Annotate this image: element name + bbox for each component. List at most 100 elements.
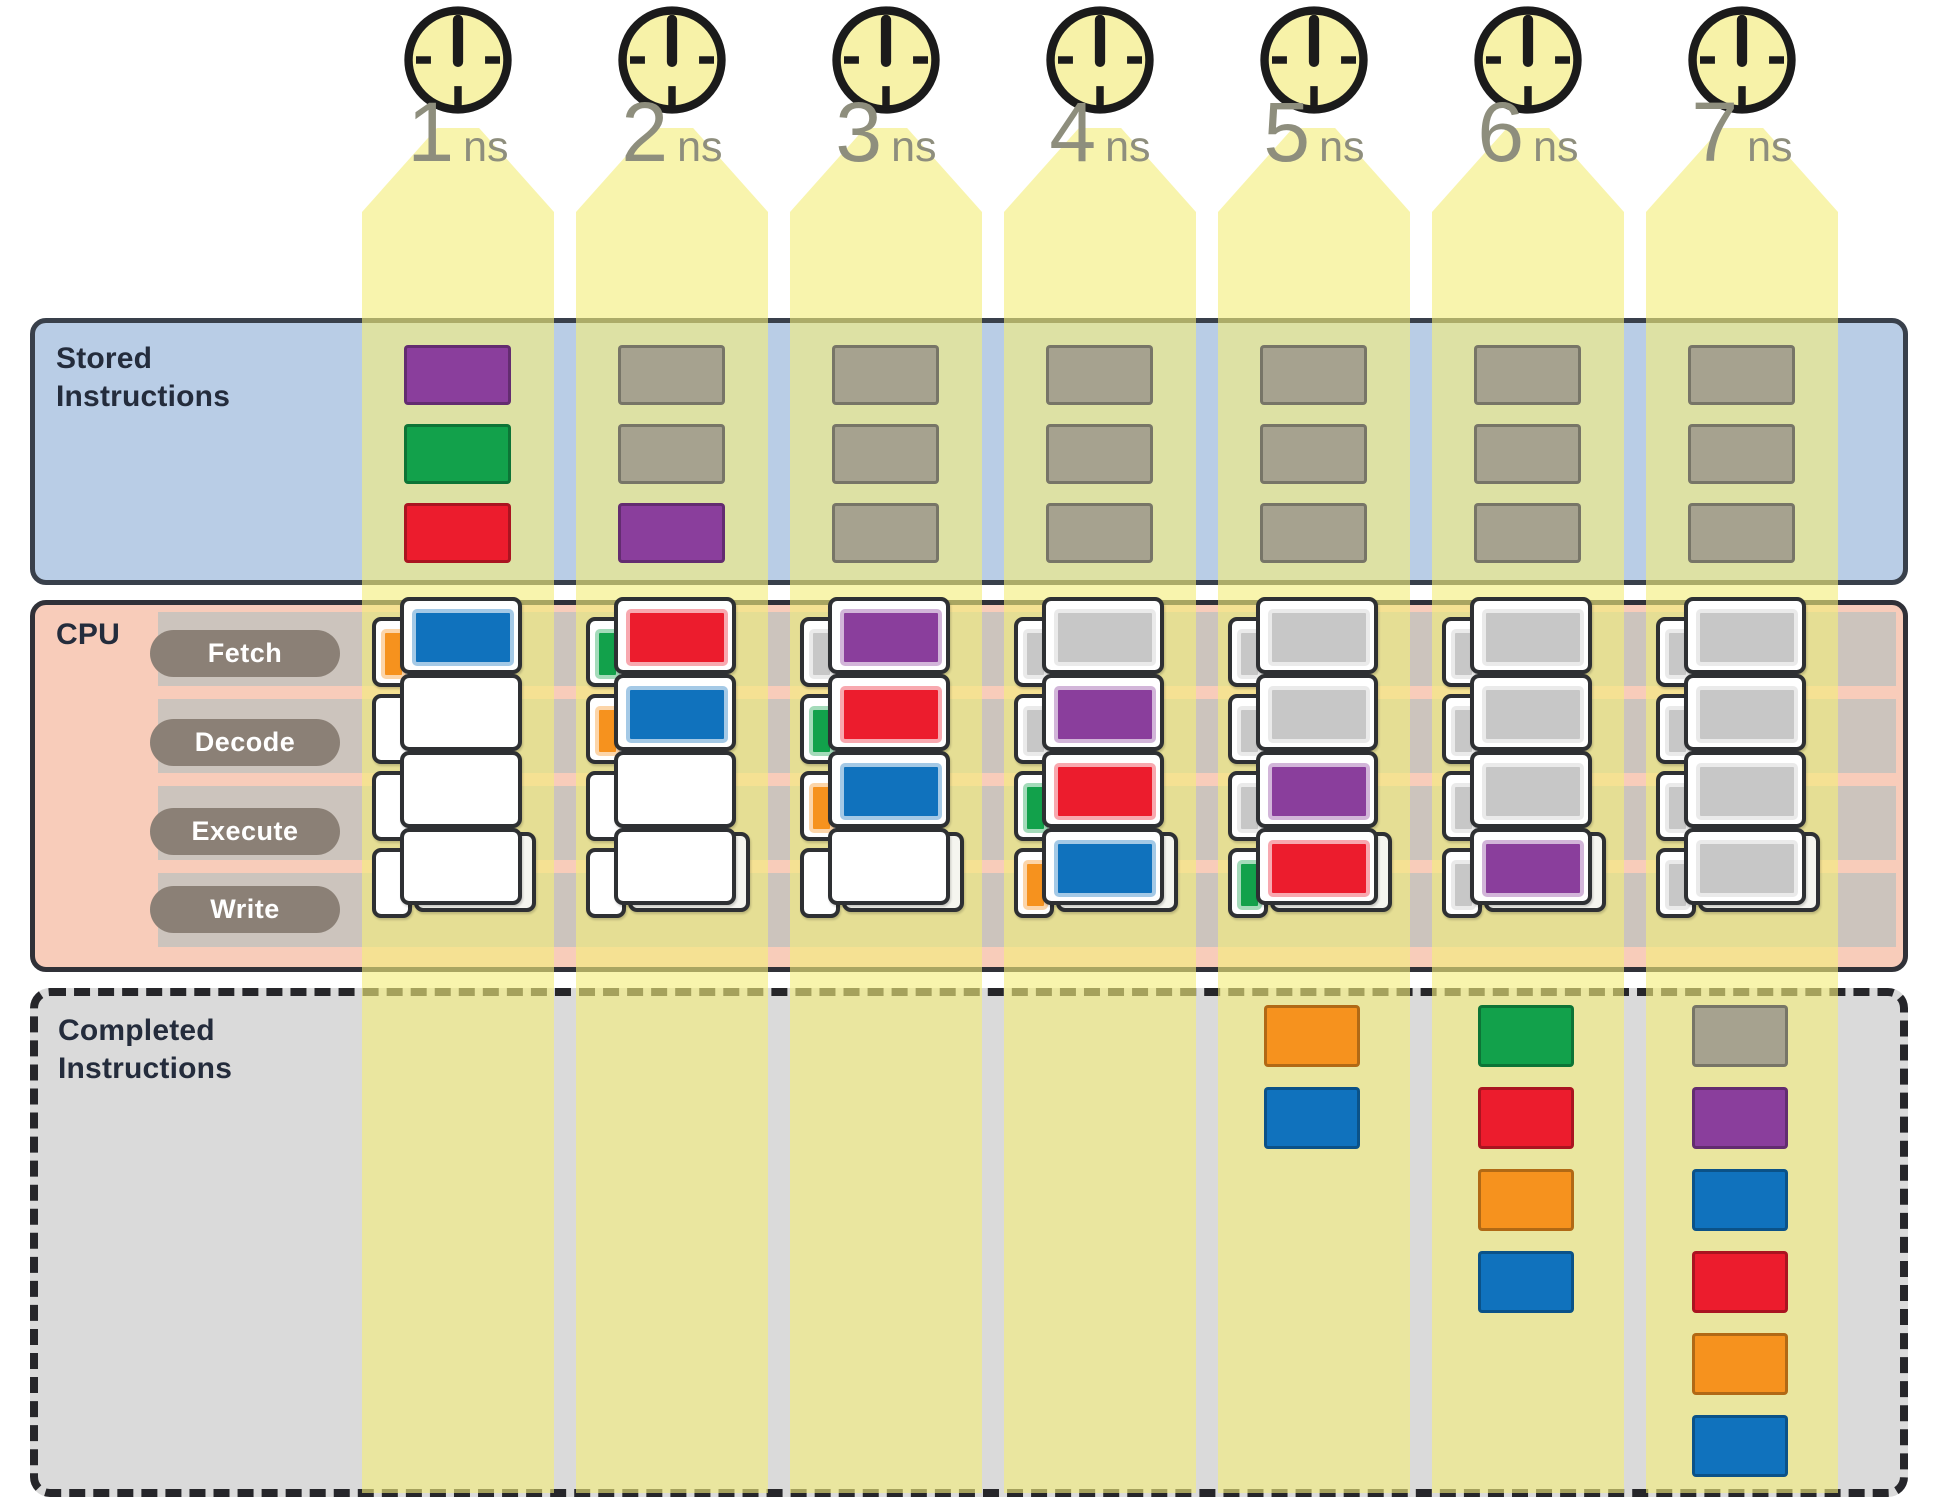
pipeline-stage-card-fetch [1042,597,1164,674]
pipeline-stage-card-decode [1470,674,1592,751]
pipeline-stage-card-fetch [1684,597,1806,674]
stage-pill-write-label: Write [210,894,280,924]
instruction-silver [1482,609,1584,666]
pipeline-stage-card-decode [1256,674,1378,751]
clock-face [618,6,726,114]
pipeline-stage-card-decode [1684,674,1806,751]
stage-pill-execute: Execute [150,808,340,855]
clock-face [404,6,512,114]
cpu-label: CPU [56,618,120,651]
pipeline-stage-card-execute [1684,751,1806,828]
stored-instruction-block-olive [1046,503,1153,563]
stored-instruction-block-olive [832,503,939,563]
stage-pill-decode: Decode [150,719,340,766]
time-unit: ns [1319,123,1365,171]
pipeline-stage-card-execute [1470,751,1592,828]
instruction-silver [1696,609,1798,666]
stored-instruction-block-olive [1046,424,1153,484]
stage-pill-write: Write [150,886,340,933]
clock-icon [1686,4,1798,121]
instruction-blue [626,686,728,743]
time-unit: ns [463,123,509,171]
instruction-silver [1696,763,1798,820]
pipeline-stage-card-fetch [1470,597,1592,674]
instruction-red [840,686,942,743]
stored-instruction-block-olive [1474,424,1581,484]
pipeline-stage-card-execute [1042,751,1164,828]
completed-instruction-block-red [1692,1251,1788,1313]
stored-instructions-label: Stored Instructions [56,340,230,415]
pipeline-stage-card-fetch [400,597,522,674]
time-label-4: 4 ns [1004,90,1196,174]
pipeline-stage-card-write [400,828,522,905]
clock-icon [830,4,942,121]
completed-instruction-block-purple [1692,1087,1788,1149]
completed-instruction-block-orange [1478,1169,1574,1231]
stored-label-line1: Stored [56,342,153,375]
clock-icon [1472,4,1584,121]
instruction-purple [1054,686,1156,743]
stage-pill-fetch: Fetch [150,630,340,677]
pipeline-stage-card-execute [614,751,736,828]
pipeline-stage-card-execute [1256,751,1378,828]
time-value: 1 [407,85,455,179]
pipeline-stage-card-write [828,828,950,905]
time-unit: ns [1533,123,1579,171]
instruction-purple [840,609,942,666]
pipeline-stage-card-decode [828,674,950,751]
time-label-2: 2 ns [576,90,768,174]
clock-face [832,6,940,114]
completed-instructions-label: Completed Instructions [58,1012,232,1087]
time-label-3: 3 ns [790,90,982,174]
completed-instruction-block-blue [1692,1415,1788,1477]
clock-face [1260,6,1368,114]
time-label-6: 6 ns [1432,90,1624,174]
pipeline-stage-card-write [1470,828,1592,905]
instruction-red [1054,763,1156,820]
completed-instruction-block-blue [1478,1251,1574,1313]
clock-face [1046,6,1154,114]
stage-pill-execute-label: Execute [191,816,299,846]
time-label-7: 7 ns [1646,90,1838,174]
clock-icon [1258,4,1370,121]
stored-instruction-block-olive [618,345,725,405]
completed-label-line2: Instructions [58,1051,233,1085]
completed-instruction-block-red [1478,1087,1574,1149]
stored-instruction-block-olive [1260,345,1367,405]
pipeline-stage-card-fetch [614,597,736,674]
time-value: 2 [621,85,669,179]
time-unit: ns [1747,123,1793,171]
instruction-blue [1054,840,1156,897]
stage-pill-fetch-label: Fetch [207,638,283,668]
stored-instruction-block-olive [1688,424,1795,484]
time-unit: ns [891,123,937,171]
time-label-1: 1 ns [362,90,554,174]
stored-instruction-block-olive [1260,424,1367,484]
instruction-silver [1482,686,1584,743]
time-value: 5 [1263,85,1311,179]
pipeline-stage-card-fetch [828,597,950,674]
pipeline-stage-card-write [614,828,736,905]
instruction-silver [1482,763,1584,820]
instruction-silver [1696,686,1798,743]
instruction-silver [1268,609,1370,666]
time-value: 3 [835,85,883,179]
time-value: 7 [1691,85,1739,179]
pipeline-stage-card-execute [828,751,950,828]
stored-instruction-block-olive [832,345,939,405]
time-value: 6 [1477,85,1525,179]
pipeline-stage-card-write [1042,828,1164,905]
stored-instruction-block-purple [404,345,511,405]
clock-icon [616,4,728,121]
clock-face [1688,6,1796,114]
time-value: 4 [1049,85,1097,179]
completed-instruction-block-orange [1692,1333,1788,1395]
pipeline-stage-card-decode [614,674,736,751]
instruction-red [1268,840,1370,897]
completed-instruction-block-blue [1692,1169,1788,1231]
stored-instruction-block-red [404,503,511,563]
stored-instruction-block-olive [1474,345,1581,405]
pipeline-stage-card-decode [400,674,522,751]
time-label-5: 5 ns [1218,90,1410,174]
